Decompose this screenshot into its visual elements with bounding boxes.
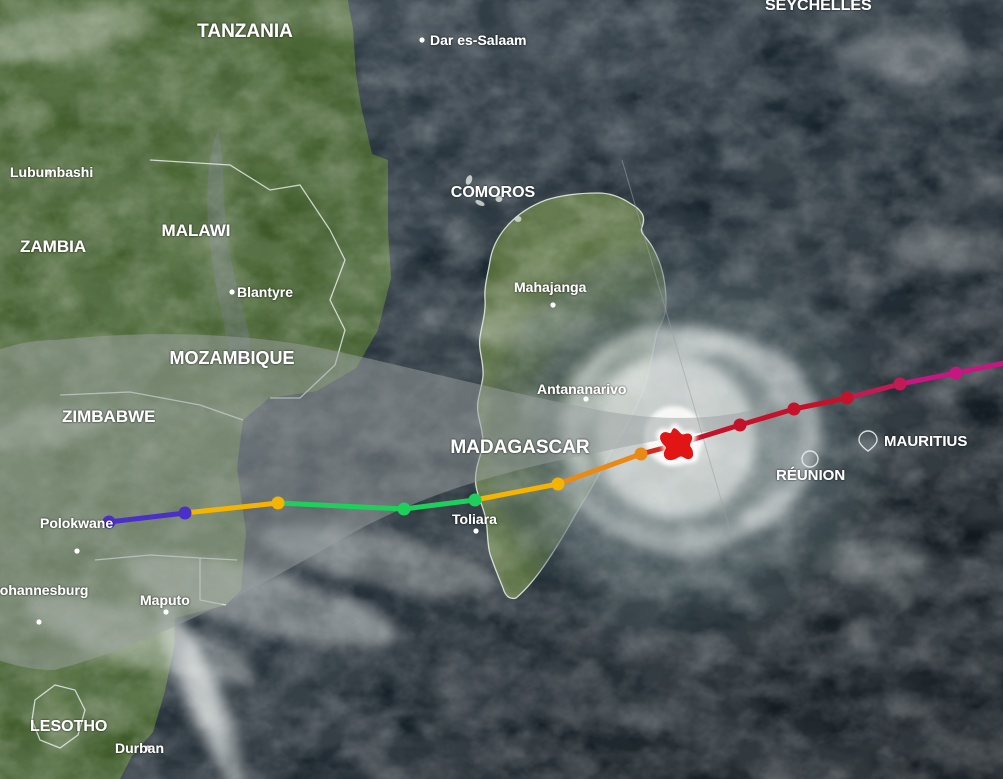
svg-text:Lubumbashi: Lubumbashi [10,164,93,180]
svg-text:RÉUNION: RÉUNION [776,467,845,484]
svg-text:Mahajanga: Mahajanga [514,279,587,295]
svg-text:SEYCHELLES: SEYCHELLES [765,0,872,14]
svg-text:Blantyre: Blantyre [237,284,293,300]
svg-text:MOZAMBIQUE: MOZAMBIQUE [170,348,295,368]
svg-text:MALAWI: MALAWI [162,221,231,240]
svg-text:COMOROS: COMOROS [451,184,536,201]
svg-text:TANZANIA: TANZANIA [197,21,293,42]
svg-text:ZAMBIA: ZAMBIA [20,237,86,256]
svg-text:Johannesburg: Johannesburg [0,582,88,598]
svg-text:Dar es-Salaam: Dar es-Salaam [430,32,527,48]
svg-text:Toliara: Toliara [452,511,497,527]
svg-text:MAURITIUS: MAURITIUS [884,433,967,450]
svg-text:Maputo: Maputo [140,592,190,608]
svg-text:LESOTHO: LESOTHO [30,718,107,735]
svg-text:ZIMBABWE: ZIMBABWE [62,407,155,426]
svg-text:MADAGASCAR: MADAGASCAR [450,437,590,458]
svg-text:Polokwane: Polokwane [40,515,113,531]
svg-text:Antananarivo: Antananarivo [537,381,626,397]
svg-text:Durban: Durban [115,740,164,756]
